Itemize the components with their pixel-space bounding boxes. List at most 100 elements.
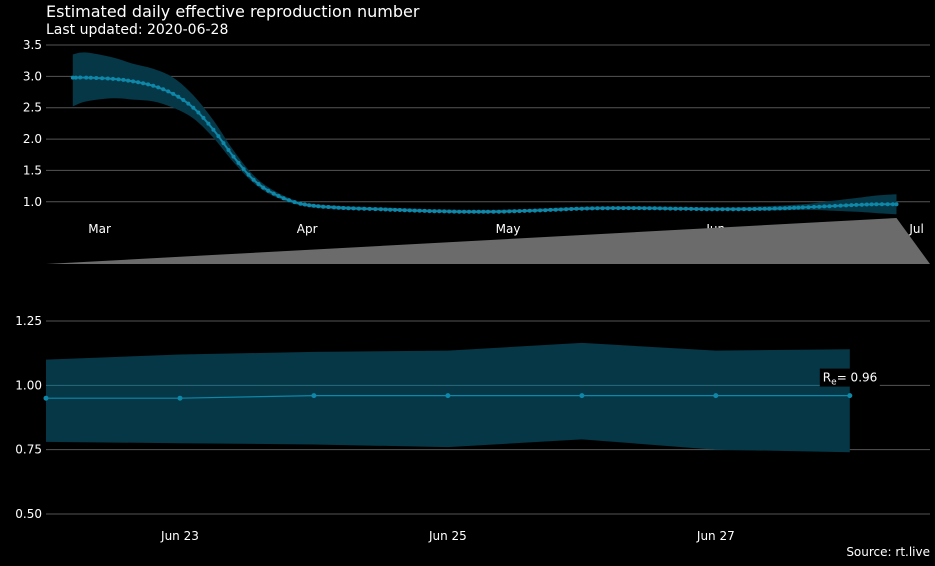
top-data-point[interactable] — [778, 206, 782, 211]
top-data-point[interactable] — [854, 202, 859, 207]
top-data-point[interactable] — [486, 209, 490, 214]
top-data-point[interactable] — [241, 167, 246, 172]
top-data-point[interactable] — [767, 206, 772, 211]
top-data-point[interactable] — [287, 198, 291, 203]
top-data-point[interactable] — [611, 206, 615, 211]
top-data-point[interactable] — [725, 207, 730, 212]
top-data-point[interactable] — [574, 206, 579, 211]
top-data-point[interactable] — [105, 76, 110, 81]
top-data-point[interactable] — [166, 89, 171, 94]
top-data-point[interactable] — [869, 202, 874, 207]
bottom-data-point[interactable] — [311, 393, 317, 399]
top-data-point[interactable] — [817, 204, 822, 209]
top-data-point[interactable] — [452, 209, 457, 214]
top-data-point[interactable] — [496, 209, 501, 214]
top-data-point[interactable] — [558, 207, 563, 212]
top-data-point[interactable] — [657, 206, 662, 211]
top-data-point[interactable] — [668, 206, 673, 211]
top-data-point[interactable] — [512, 209, 517, 214]
top-data-point[interactable] — [216, 134, 221, 139]
top-data-point[interactable] — [507, 209, 512, 214]
top-data-point[interactable] — [782, 206, 787, 211]
top-data-point[interactable] — [271, 191, 276, 196]
top-data-point[interactable] — [694, 207, 699, 211]
top-data-point[interactable] — [715, 207, 720, 212]
top-data-point[interactable] — [642, 206, 647, 211]
top-data-point[interactable] — [146, 82, 151, 87]
top-data-point[interactable] — [874, 202, 879, 207]
top-data-point[interactable] — [121, 77, 126, 82]
bottom-data-point[interactable] — [177, 395, 183, 401]
top-data-point[interactable] — [437, 209, 442, 214]
top-data-point[interactable] — [326, 205, 331, 209]
top-data-point[interactable] — [332, 205, 336, 210]
top-data-point[interactable] — [678, 206, 683, 211]
top-data-point[interactable] — [838, 203, 843, 208]
top-data-point[interactable] — [84, 75, 89, 80]
top-data-point[interactable] — [307, 203, 312, 208]
top-data-point[interactable] — [447, 209, 452, 214]
top-data-point[interactable] — [621, 206, 626, 211]
top-data-point[interactable] — [78, 75, 83, 80]
top-data-point[interactable] — [186, 101, 191, 106]
top-data-point[interactable] — [569, 207, 574, 211]
top-data-point[interactable] — [206, 121, 211, 126]
top-data-point[interactable] — [298, 201, 303, 206]
top-data-point[interactable] — [221, 141, 226, 146]
top-data-point[interactable] — [393, 207, 397, 212]
top-data-point[interactable] — [637, 206, 642, 211]
top-data-point[interactable] — [579, 206, 584, 211]
top-data-point[interactable] — [236, 160, 241, 165]
top-data-point[interactable] — [631, 206, 636, 211]
top-data-point[interactable] — [517, 209, 522, 214]
top-data-point[interactable] — [894, 202, 899, 207]
top-data-point[interactable] — [378, 207, 383, 212]
top-data-point[interactable] — [73, 75, 78, 80]
top-data-point[interactable] — [553, 207, 558, 212]
top-data-point[interactable] — [548, 207, 553, 212]
top-data-point[interactable] — [844, 203, 849, 208]
top-data-point[interactable] — [849, 203, 854, 208]
top-data-point[interactable] — [383, 207, 388, 212]
top-data-point[interactable] — [742, 207, 746, 212]
top-data-point[interactable] — [772, 206, 777, 211]
top-data-point[interactable] — [126, 78, 131, 83]
top-data-point[interactable] — [626, 206, 631, 211]
top-data-point[interactable] — [720, 207, 725, 212]
top-data-point[interactable] — [605, 206, 610, 211]
bottom-data-point[interactable] — [579, 393, 585, 399]
top-data-point[interactable] — [362, 206, 367, 211]
top-data-point[interactable] — [311, 203, 316, 208]
top-data-point[interactable] — [251, 177, 256, 182]
top-data-point[interactable] — [736, 207, 741, 212]
top-data-point[interactable] — [457, 209, 462, 214]
top-data-point[interactable] — [302, 202, 307, 207]
bottom-data-point[interactable] — [713, 393, 719, 399]
top-data-point[interactable] — [201, 115, 206, 120]
top-data-point[interactable] — [261, 185, 266, 190]
top-data-point[interactable] — [833, 203, 837, 208]
top-data-point[interactable] — [321, 204, 326, 209]
top-data-point[interactable] — [407, 208, 412, 213]
top-data-point[interactable] — [442, 209, 447, 214]
top-data-point[interactable] — [527, 208, 532, 213]
top-data-point[interactable] — [663, 206, 668, 211]
top-data-point[interactable] — [373, 207, 378, 212]
top-data-point[interactable] — [822, 204, 827, 209]
top-data-point[interactable] — [116, 77, 121, 82]
top-data-point[interactable] — [88, 75, 93, 80]
top-data-point[interactable] — [151, 83, 156, 88]
top-data-point[interactable] — [246, 172, 251, 177]
top-data-point[interactable] — [806, 205, 811, 210]
top-data-point[interactable] — [481, 209, 486, 214]
top-data-point[interactable] — [752, 207, 757, 211]
top-data-point[interactable] — [796, 205, 801, 210]
top-data-point[interactable] — [256, 182, 261, 186]
top-data-point[interactable] — [176, 94, 181, 99]
top-data-point[interactable] — [600, 206, 605, 211]
top-data-point[interactable] — [467, 209, 471, 214]
top-data-point[interactable] — [226, 148, 231, 152]
top-data-point[interactable] — [704, 207, 709, 212]
top-data-point[interactable] — [111, 76, 115, 81]
top-data-point[interactable] — [341, 206, 346, 210]
